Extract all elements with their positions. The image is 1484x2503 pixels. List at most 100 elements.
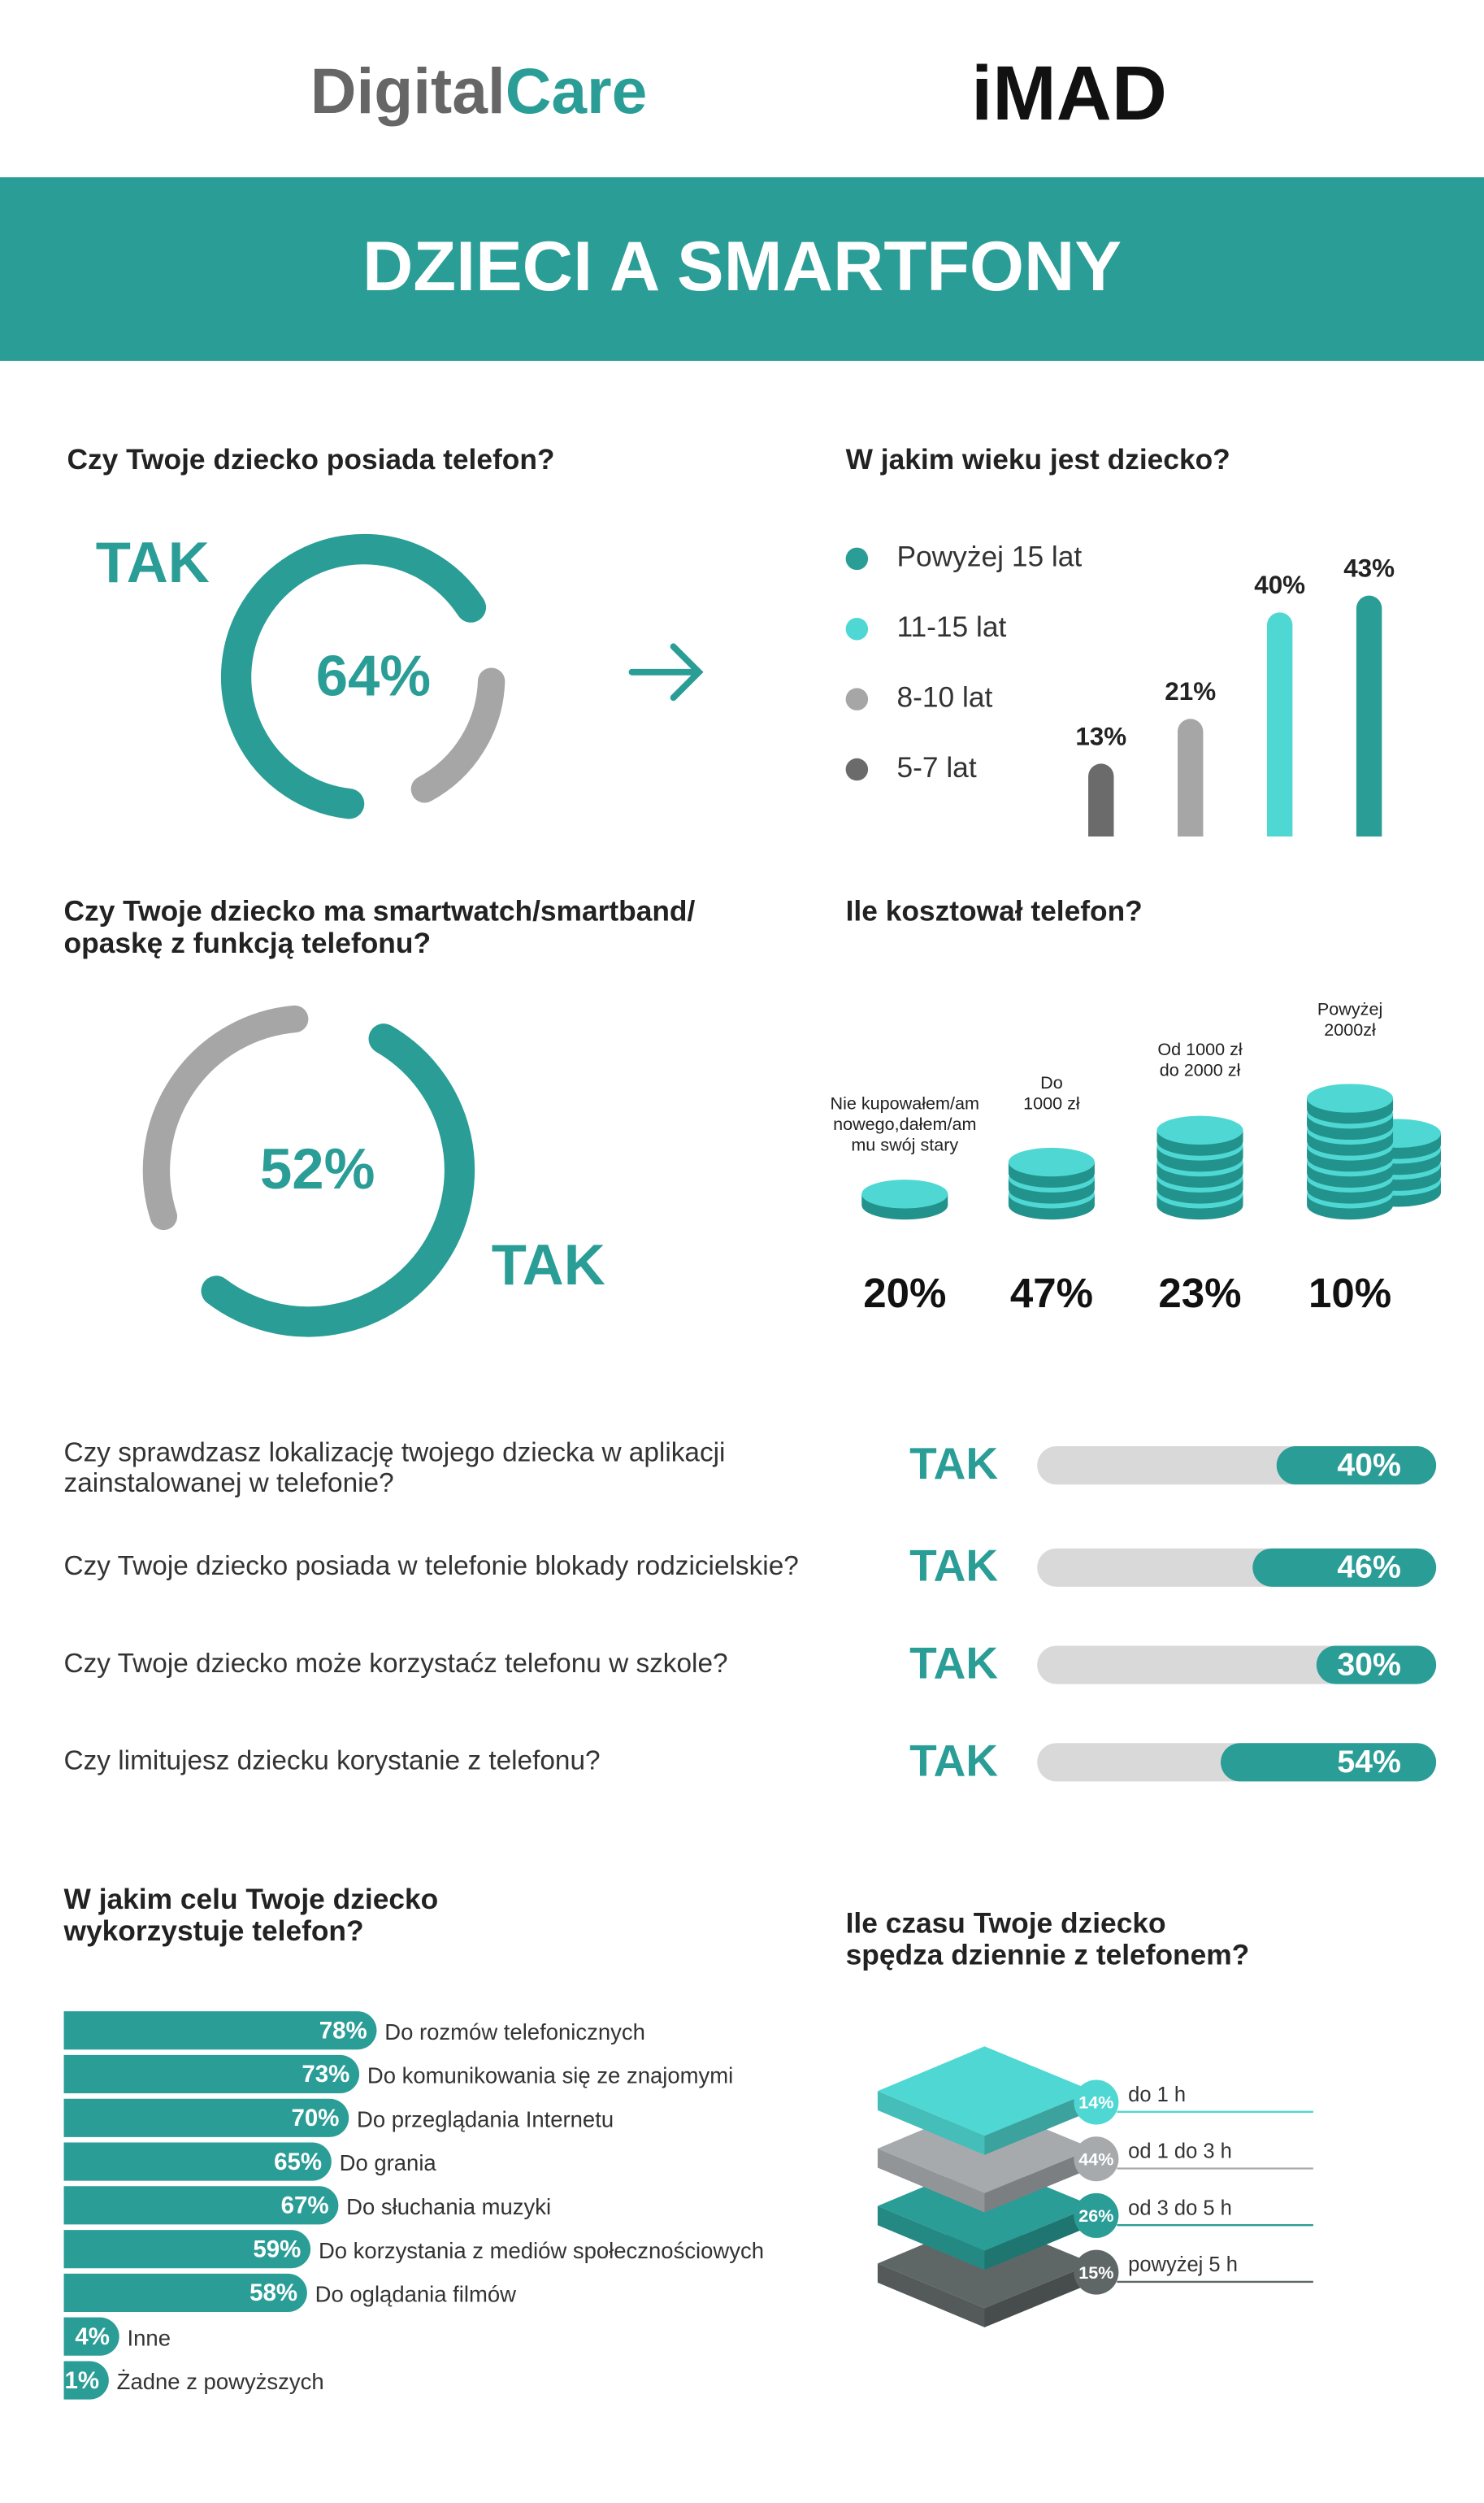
legend-dot: [845, 547, 869, 571]
bar-label: 78%: [319, 2017, 367, 2044]
bar-label: 21%: [1165, 677, 1216, 706]
donut-arc: [220, 533, 487, 819]
layer-shade: [877, 2205, 985, 2271]
bar: [63, 2273, 307, 2313]
badge-label: 15%: [1078, 2262, 1113, 2283]
text-line: spędza dziennie z telefonem?: [846, 1940, 1250, 1971]
text-line: Czy Twoje dziecko posiada w telefonie bl…: [64, 1551, 799, 1581]
category-label: Do grania: [340, 2150, 437, 2175]
donut-value: 64%: [316, 643, 431, 707]
yes-label: TAK: [909, 1540, 998, 1591]
title-band: [0, 177, 1484, 361]
donut-rest: [142, 1005, 309, 1231]
category-label: Do słuchania muzyki: [346, 2194, 551, 2219]
partner-logo: iMAD: [971, 50, 1167, 136]
category-label: do 1 h: [1128, 2084, 1186, 2106]
category-label: powyżej 5 h: [1128, 2253, 1238, 2276]
legend-label: Powyżej 15 lat: [896, 541, 1082, 573]
category-label: od 1 do 3 h: [1128, 2140, 1232, 2163]
text-line: 2000zł: [1324, 1019, 1376, 1040]
text-line: Czy sprawdzasz lokalizację twojego dziec…: [64, 1438, 726, 1468]
bar: [1266, 612, 1293, 837]
text-line: do 2000 zł: [1160, 1059, 1241, 1080]
yes-label: TAK: [909, 1735, 998, 1785]
badge-label: 44%: [1078, 2149, 1113, 2169]
text-line: zainstalowanej w telefonie?: [64, 1468, 394, 1498]
bar-label: 40%: [1254, 571, 1305, 599]
category-label: Do oglądania filmów: [315, 2282, 517, 2307]
layer-side: [877, 2263, 1093, 2327]
text-line: Czy Twoje dziecko może korzystaćz telefo…: [64, 1649, 728, 1679]
progress-label: 54%: [1337, 1744, 1401, 1779]
category-label: od 3 do 5 h: [1128, 2197, 1232, 2219]
bar: [63, 2142, 332, 2181]
category-label: Żadne z powyższych: [117, 2369, 324, 2394]
badge: [1074, 2249, 1119, 2295]
yes-label: TAK: [909, 1438, 998, 1488]
text-line: Ile czasu Twoje dziecko: [846, 1907, 1166, 1939]
legend-dot: [845, 618, 869, 641]
donut-label: TAK: [96, 530, 210, 594]
logo-part: Digital: [310, 55, 506, 127]
text-line: Czy limitujesz dziecku korystanie z tele…: [64, 1746, 601, 1776]
bar-label: 59%: [253, 2236, 301, 2262]
layer-shade: [877, 2148, 985, 2213]
bar: [63, 2186, 339, 2225]
text-line: Czy Twoje dziecko posiada telefon?: [67, 444, 554, 476]
coin-value: 20%: [863, 1270, 946, 1316]
bar-label: 70%: [292, 2105, 340, 2131]
progress-label: 30%: [1337, 1646, 1401, 1682]
progress-label: 40%: [1337, 1447, 1401, 1483]
progress-bar: [1221, 1743, 1437, 1782]
yes-label: TAK: [909, 1638, 998, 1688]
layer-shade: [984, 2263, 1093, 2327]
badge-label: 26%: [1078, 2205, 1113, 2226]
badge: [1074, 2192, 1119, 2238]
text-line: Ile kosztował telefon?: [846, 896, 1143, 928]
text-line: W jakim celu Twoje dziecko: [64, 1884, 439, 1915]
text-line: mu swój stary: [851, 1135, 958, 1155]
progress-bar: [1252, 1548, 1437, 1587]
bar: [63, 2054, 360, 2094]
logo-part: Care: [506, 55, 648, 127]
legend-dot: [845, 758, 869, 781]
layer-shade: [984, 2205, 1093, 2271]
layer-side: [877, 2091, 1093, 2155]
badge-label: 14%: [1078, 2092, 1113, 2113]
bar: [1356, 595, 1382, 837]
donut-label: TAK: [492, 1232, 605, 1297]
bar-label: 1%: [65, 2367, 100, 2394]
category-label: Do korzystania z mediów społecznościowyc…: [319, 2238, 764, 2263]
legend-label: 11-15 lat: [896, 611, 1006, 643]
category-label: Do rozmów telefonicznych: [384, 2019, 645, 2045]
bar: [63, 2011, 377, 2050]
coin: [1156, 1115, 1243, 1145]
layer-top: [877, 2046, 1093, 2136]
arrow: [628, 643, 704, 702]
layer-shade: [984, 2148, 1093, 2213]
bar-label: 13%: [1075, 722, 1126, 750]
bar-label: 43%: [1343, 554, 1395, 583]
coin: [861, 1180, 948, 1209]
bar: [63, 2361, 109, 2400]
bar-label: 73%: [302, 2061, 349, 2088]
badge: [1074, 2136, 1119, 2182]
text-line: Nie kupowałem/am: [831, 1093, 980, 1114]
text-line: Do: [1040, 1072, 1063, 1093]
layer-side: [877, 2205, 1093, 2271]
coin-value: 47%: [1010, 1270, 1093, 1316]
text-line: Czy Twoje dziecko ma smartwatch/smartban…: [64, 896, 696, 928]
category-label: Inne: [128, 2325, 171, 2350]
text-line: W jakim wieku jest dziecko?: [846, 444, 1230, 476]
category-label: Do przeglądania Internetu: [357, 2106, 614, 2131]
bar-label: 4%: [75, 2323, 110, 2350]
progress-bar: [1316, 1645, 1437, 1684]
coin: [1307, 1084, 1394, 1113]
donut-rest: [410, 667, 506, 803]
coin: [1008, 1147, 1095, 1177]
text-line: Powyżej: [1317, 999, 1382, 1019]
legend-dot: [845, 688, 869, 710]
legend-label: 5-7 lat: [896, 752, 976, 784]
